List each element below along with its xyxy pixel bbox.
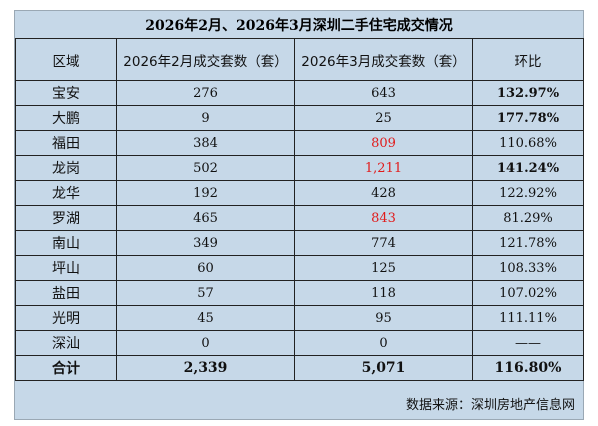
mar-cell: 95 bbox=[294, 305, 473, 331]
mar-cell: 0 bbox=[294, 330, 473, 356]
feb-cell: 502 bbox=[116, 155, 295, 181]
table-row: 光明 45 95 111.11% bbox=[15, 305, 584, 331]
header-feb: 2026年2月成交套数（套） bbox=[116, 38, 295, 81]
ratio-cell: —— bbox=[472, 330, 584, 356]
total-label: 合计 bbox=[15, 355, 117, 381]
table-row: 龙华 192 428 122.92% bbox=[15, 180, 584, 206]
region-cell: 大鹏 bbox=[15, 105, 117, 131]
total-row: 合计 2,339 5,071 116.80% bbox=[15, 355, 584, 381]
table-row: 南山 349 774 121.78% bbox=[15, 230, 584, 256]
ratio-cell: 81.29% bbox=[472, 205, 584, 231]
ratio-cell: 108.33% bbox=[472, 255, 584, 281]
data-source-note: 数据来源：深圳房地产信息网 bbox=[405, 398, 575, 413]
region-cell: 盐田 bbox=[15, 280, 117, 306]
feb-cell: 192 bbox=[116, 180, 295, 206]
total-mar: 5,071 bbox=[294, 355, 473, 381]
region-cell: 光明 bbox=[15, 305, 117, 331]
table-row: 罗湖 465 843 81.29% bbox=[15, 205, 584, 231]
feb-cell: 465 bbox=[116, 205, 295, 231]
feb-cell: 9 bbox=[116, 105, 295, 131]
total-ratio: 116.80% bbox=[472, 355, 584, 381]
region-cell: 龙岗 bbox=[15, 155, 117, 181]
ratio-cell: 107.02% bbox=[472, 280, 584, 306]
total-feb: 2,339 bbox=[116, 355, 295, 381]
feb-cell: 0 bbox=[116, 330, 295, 356]
ratio-cell: 111.11% bbox=[472, 305, 584, 331]
feb-cell: 60 bbox=[116, 255, 295, 281]
table-body: 宝安 276 643 132.97% 大鹏 9 25 177.78% 福田 384 809 110.6… bbox=[15, 80, 584, 381]
region-cell: 坪山 bbox=[15, 255, 117, 281]
region-cell: 福田 bbox=[15, 130, 117, 156]
mar-cell: 1,211 bbox=[294, 155, 473, 181]
mar-cell: 125 bbox=[294, 255, 473, 281]
region-cell: 龙华 bbox=[15, 180, 117, 206]
ratio-cell: 141.24% bbox=[472, 155, 584, 181]
feb-cell: 349 bbox=[116, 230, 295, 256]
mar-cell: 843 bbox=[294, 205, 473, 231]
feb-cell: 45 bbox=[116, 305, 295, 331]
header-region: 区域 bbox=[15, 38, 117, 81]
ratio-cell: 122.92% bbox=[472, 180, 584, 206]
table-row: 盐田 57 118 107.02% bbox=[15, 280, 584, 306]
region-cell: 南山 bbox=[15, 230, 117, 256]
region-cell: 宝安 bbox=[15, 80, 117, 106]
region-cell: 罗湖 bbox=[15, 205, 117, 231]
table-title: 2026年2月、2026年3月深圳二手住宅成交情况 bbox=[15, 11, 583, 39]
table-row: 深汕 0 0 —— bbox=[15, 330, 584, 356]
table-row: 宝安 276 643 132.97% bbox=[15, 80, 584, 106]
table-row: 坪山 60 125 108.33% bbox=[15, 255, 584, 281]
ratio-cell: 177.78% bbox=[472, 105, 584, 131]
region-cell: 深汕 bbox=[15, 330, 117, 356]
mar-cell: 118 bbox=[294, 280, 473, 306]
feb-cell: 57 bbox=[116, 280, 295, 306]
mar-cell: 774 bbox=[294, 230, 473, 256]
mar-cell: 25 bbox=[294, 105, 473, 131]
feb-cell: 384 bbox=[116, 130, 295, 156]
mar-cell: 643 bbox=[294, 80, 473, 106]
header-row: 区域 2026年2月成交套数（套） 2026年3月成交套数（套） 环比 bbox=[15, 38, 584, 81]
table-row: 龙岗 502 1,211 141.24% bbox=[15, 155, 584, 181]
mar-cell: 428 bbox=[294, 180, 473, 206]
ratio-cell: 110.68% bbox=[472, 130, 584, 156]
header-mar: 2026年3月成交套数（套） bbox=[294, 38, 473, 81]
data-table-card: 2026年2月、2026年3月深圳二手住宅成交情况 区域 2026年2月成交套数… bbox=[14, 10, 584, 420]
header-ratio: 环比 bbox=[472, 38, 584, 81]
ratio-cell: 121.78% bbox=[472, 230, 584, 256]
feb-cell: 276 bbox=[116, 80, 295, 106]
ratio-cell: 132.97% bbox=[472, 80, 584, 106]
transactions-table: 区域 2026年2月成交套数（套） 2026年3月成交套数（套） 环比 宝安 27… bbox=[15, 38, 584, 381]
mar-cell: 809 bbox=[294, 130, 473, 156]
table-row: 大鹏 9 25 177.78% bbox=[15, 105, 584, 131]
table-row: 福田 384 809 110.68% bbox=[15, 130, 584, 156]
